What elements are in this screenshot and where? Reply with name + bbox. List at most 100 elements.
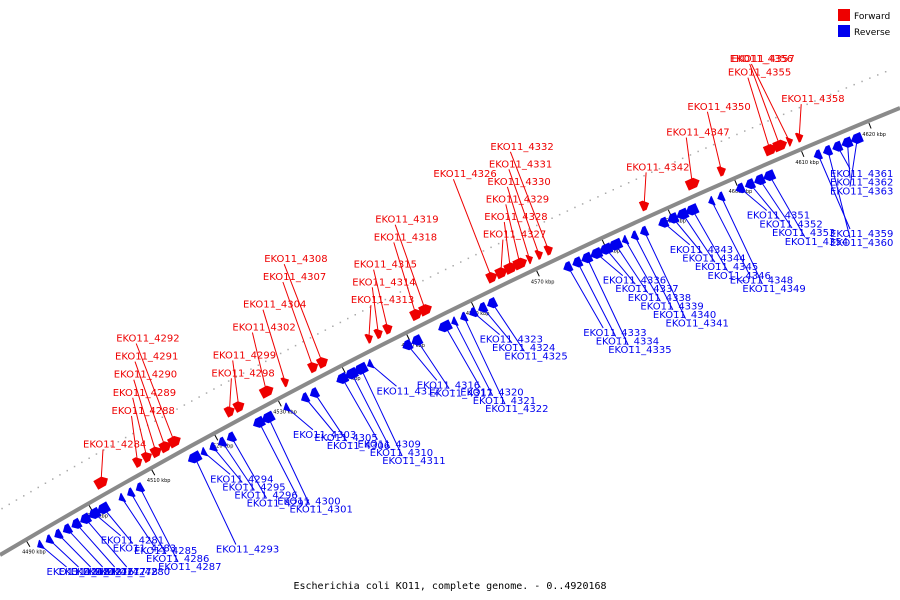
guide-dot — [558, 213, 561, 216]
gene-leader-line — [505, 204, 521, 264]
gene-feature — [608, 237, 624, 251]
scale-tick — [278, 400, 282, 407]
gene-leader-line — [49, 539, 79, 568]
legend-reverse-label: Reverse — [854, 28, 891, 38]
guide-dot — [176, 408, 178, 410]
gene-label: EKO11_4341 — [666, 319, 729, 330]
guide-dot — [399, 291, 402, 293]
guide-dot — [482, 250, 485, 252]
guide-dot — [132, 432, 134, 435]
gene-feature — [37, 539, 45, 549]
gene-feature — [543, 245, 553, 256]
guide-dot — [444, 268, 447, 271]
guide-dot — [782, 113, 785, 116]
gene-label: EKO11_4363 — [830, 187, 893, 198]
guide-dot — [497, 242, 500, 245]
gene-feature — [708, 195, 716, 206]
gene-feature — [841, 136, 854, 148]
gene-label: EKO11_4272 — [59, 567, 122, 578]
guide-dot — [23, 495, 25, 497]
guide-dot — [52, 478, 54, 480]
guide-dot — [837, 90, 840, 92]
gene-label: EKO11_4283 — [113, 544, 176, 555]
gene-feature — [80, 512, 93, 524]
gene-feature — [232, 401, 245, 413]
gene-label: EKO11_4303 — [293, 430, 356, 441]
gene-label: EKO11_4268 — [47, 567, 110, 578]
guide-dot — [759, 123, 761, 126]
guide-dot — [37, 486, 39, 489]
guide-dot — [66, 469, 68, 472]
guide-dot — [705, 147, 707, 149]
gene-feature — [494, 267, 508, 280]
gene-label: EKO11_4327 — [483, 230, 546, 241]
gene-leader-line — [682, 213, 716, 263]
gene-leader-line — [368, 305, 372, 339]
gene-leader-line — [40, 544, 67, 568]
gene-feature — [590, 246, 604, 259]
gene-feature — [478, 301, 489, 313]
gene-leader-line — [605, 248, 636, 285]
guide-dot — [103, 449, 105, 451]
guide-dot — [317, 333, 319, 335]
gene-feature — [638, 200, 650, 212]
guide-dot — [869, 77, 871, 79]
gene-label: EKO11_4313 — [351, 295, 414, 306]
gene-label: EKO11_4290 — [114, 370, 177, 381]
gene-label: EKO11_4348 — [730, 275, 793, 286]
gene-feature — [832, 140, 844, 152]
gene-label: EKO11_4304 — [243, 300, 306, 311]
gene-feature — [822, 144, 834, 156]
guide-dot — [697, 150, 699, 153]
gene-label: EKO11_4314 — [352, 277, 415, 288]
guide-dot — [627, 182, 630, 184]
gene-feature — [639, 225, 650, 237]
gene-leader-line — [567, 266, 604, 329]
scale-tick — [214, 434, 219, 441]
guide-dot — [712, 143, 715, 146]
gene-feature — [487, 297, 499, 309]
gene-feature — [772, 139, 788, 153]
gene-feature — [685, 203, 700, 216]
gene-leader-line — [508, 169, 540, 255]
gene-leader-line — [615, 244, 649, 294]
gene-leader-line — [586, 257, 629, 346]
gene-leader-line — [759, 179, 793, 229]
gene-label: EKO11_4336 — [603, 276, 666, 287]
guide-dot — [15, 499, 18, 501]
gene-label: EKO11_4355 — [728, 68, 791, 79]
gene-leader-line — [720, 196, 763, 285]
gene-leader-line — [121, 497, 155, 547]
gene-feature — [54, 528, 64, 539]
gene-label: EKO11_4315 — [354, 260, 417, 271]
gene-label: EKO11_4297 — [247, 498, 310, 509]
gene-feature — [525, 254, 534, 265]
gene-feature — [754, 173, 767, 186]
guide-dot — [490, 246, 492, 249]
gene-label: EKO11_4332 — [490, 142, 553, 153]
gene-features — [37, 132, 864, 549]
gene-feature — [563, 260, 574, 272]
gene-leader-line — [133, 379, 157, 452]
guide-dot — [294, 344, 297, 347]
guide-dot — [324, 329, 327, 331]
gene-label: EKO11_4281 — [101, 536, 164, 547]
guide-dot — [767, 120, 769, 122]
gene-leader-line — [749, 63, 781, 146]
gene-leader-line — [444, 326, 481, 388]
guide-dot — [798, 106, 801, 109]
gene-leader-line — [360, 368, 403, 457]
gene-feature — [88, 506, 102, 520]
gene-leader-line — [283, 264, 323, 363]
gene-leader-line — [452, 179, 492, 278]
gene-feature — [485, 272, 498, 284]
gene-leader-line — [747, 77, 771, 150]
gene-label: EKO11_4310 — [370, 448, 433, 459]
scale-tick-label: 4490 kbp — [22, 550, 46, 556]
guide-dot — [44, 482, 47, 484]
gene-leader-line — [351, 373, 391, 449]
gene-leader-line — [131, 415, 138, 462]
gene-feature — [451, 316, 459, 326]
guide-dot — [227, 380, 230, 382]
gene-feature — [762, 144, 777, 157]
